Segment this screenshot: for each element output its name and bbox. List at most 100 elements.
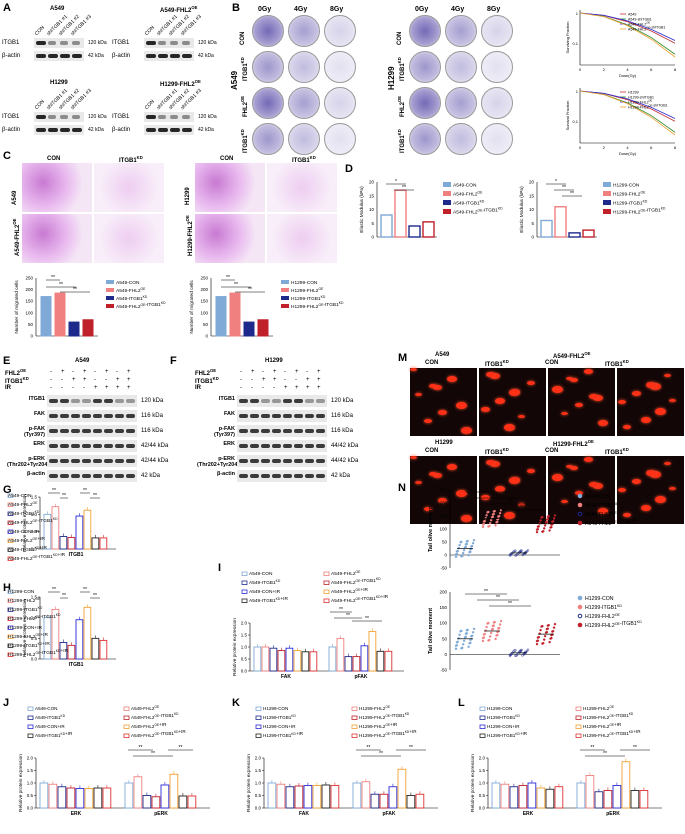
band bbox=[82, 474, 91, 478]
sig-mark: ** bbox=[248, 287, 252, 293]
bar bbox=[39, 782, 49, 809]
y-tick: -50 bbox=[440, 566, 447, 571]
dose-label: 8Gy bbox=[487, 6, 501, 13]
legend-text: H1299-CON+IR bbox=[263, 724, 296, 729]
comet-head bbox=[495, 398, 505, 404]
row-label: ITGB1 bbox=[28, 396, 45, 402]
data-point bbox=[458, 543, 461, 547]
legend-text: A549-CON bbox=[8, 493, 32, 499]
legend-text: H1299-FHL2OE bbox=[585, 613, 621, 620]
bar bbox=[257, 319, 269, 337]
kda-label: 44/42 kDa bbox=[331, 458, 359, 464]
data-point bbox=[536, 525, 540, 528]
legend-swatch bbox=[7, 643, 14, 648]
sig-mark: ** bbox=[496, 595, 500, 601]
sign: + bbox=[72, 377, 76, 383]
legend-swatch bbox=[323, 598, 330, 603]
data-point bbox=[460, 647, 463, 650]
band bbox=[261, 399, 270, 403]
legend-swatch bbox=[241, 589, 248, 594]
bar bbox=[321, 784, 331, 809]
y-tick: 0.1 bbox=[572, 119, 578, 124]
y-tick: 0.0 bbox=[31, 657, 38, 662]
bar bbox=[160, 784, 170, 809]
y-tick: 1.5 bbox=[27, 768, 34, 773]
y-tick: 0.5 bbox=[479, 793, 486, 798]
cond-label: ITGB1KD bbox=[195, 376, 219, 385]
comet-image bbox=[617, 368, 684, 436]
band bbox=[49, 414, 58, 418]
bar bbox=[91, 537, 100, 550]
kda-label: 116 kDa bbox=[141, 428, 163, 434]
blot-strip bbox=[47, 440, 137, 452]
comet-head bbox=[566, 465, 573, 468]
data-point bbox=[462, 548, 466, 552]
data-point bbox=[541, 530, 544, 533]
bar bbox=[293, 650, 302, 672]
legend-text: H1299-FHL2OE+IR bbox=[583, 722, 622, 729]
colony-dish bbox=[445, 123, 477, 155]
band bbox=[60, 41, 68, 45]
y-tick: 250 bbox=[25, 276, 33, 281]
dose-label: 0Gy bbox=[258, 6, 272, 13]
comet-head bbox=[584, 369, 593, 374]
sig-mark: ** bbox=[520, 505, 524, 511]
colony-dish bbox=[252, 15, 284, 47]
legend-swatch bbox=[106, 296, 114, 300]
band bbox=[82, 414, 91, 418]
band bbox=[158, 54, 168, 58]
data-point bbox=[535, 642, 539, 646]
y-tick: 2.0 bbox=[255, 756, 262, 761]
comet-head bbox=[561, 412, 568, 415]
data-point bbox=[519, 549, 523, 552]
sig-mark: ** bbox=[562, 185, 566, 191]
legend-text: H1299-CON bbox=[613, 183, 640, 189]
data-point bbox=[481, 639, 485, 643]
band bbox=[239, 429, 248, 433]
comet-head bbox=[632, 479, 641, 484]
band bbox=[49, 399, 58, 403]
band bbox=[146, 115, 156, 119]
data-point bbox=[499, 619, 503, 623]
y-tick: 1.5 bbox=[241, 633, 248, 638]
comet-head bbox=[570, 466, 578, 470]
legend-text: H1299-shITGB1 bbox=[628, 96, 654, 100]
data-point bbox=[470, 635, 473, 638]
dose-label: 4Gy bbox=[294, 6, 308, 13]
bar bbox=[276, 783, 286, 809]
data-point bbox=[495, 521, 498, 524]
kda-label: 120 kDa bbox=[141, 398, 164, 404]
legend-swatch bbox=[7, 493, 14, 498]
bar bbox=[540, 219, 553, 238]
legend-swatch bbox=[281, 288, 289, 292]
col-label: CON bbox=[220, 156, 234, 162]
data-point bbox=[489, 519, 493, 522]
y-label: Elastic Modulus (kPa) bbox=[359, 186, 365, 233]
panel-label-a: A bbox=[3, 2, 11, 14]
blot-title: H1299 bbox=[50, 80, 68, 86]
row-label: p-FAK (Tyr397) bbox=[214, 426, 235, 438]
sig-mark: ** bbox=[73, 287, 77, 293]
sig-mark: ** bbox=[379, 751, 383, 757]
legend-text: A549-CON+IR bbox=[35, 724, 65, 729]
x-tick: 6 bbox=[650, 145, 653, 150]
band bbox=[250, 429, 259, 433]
bar bbox=[124, 782, 134, 809]
colony-dish bbox=[409, 51, 441, 83]
row-label: ITGB1 bbox=[218, 396, 235, 402]
legend-swatch bbox=[7, 634, 14, 639]
bar bbox=[285, 647, 294, 672]
bar bbox=[394, 189, 407, 238]
survival-line bbox=[579, 12, 676, 58]
legend-swatch bbox=[479, 706, 486, 711]
data-point bbox=[524, 551, 527, 554]
y-tick: 2.0 bbox=[27, 756, 34, 761]
legend-swatch bbox=[603, 191, 611, 196]
bar bbox=[54, 292, 66, 337]
legend-swatch bbox=[443, 182, 451, 187]
legend-text: H1299-CON bbox=[263, 706, 288, 711]
data-point bbox=[519, 648, 523, 652]
data-point bbox=[481, 525, 485, 529]
bar bbox=[330, 785, 340, 809]
